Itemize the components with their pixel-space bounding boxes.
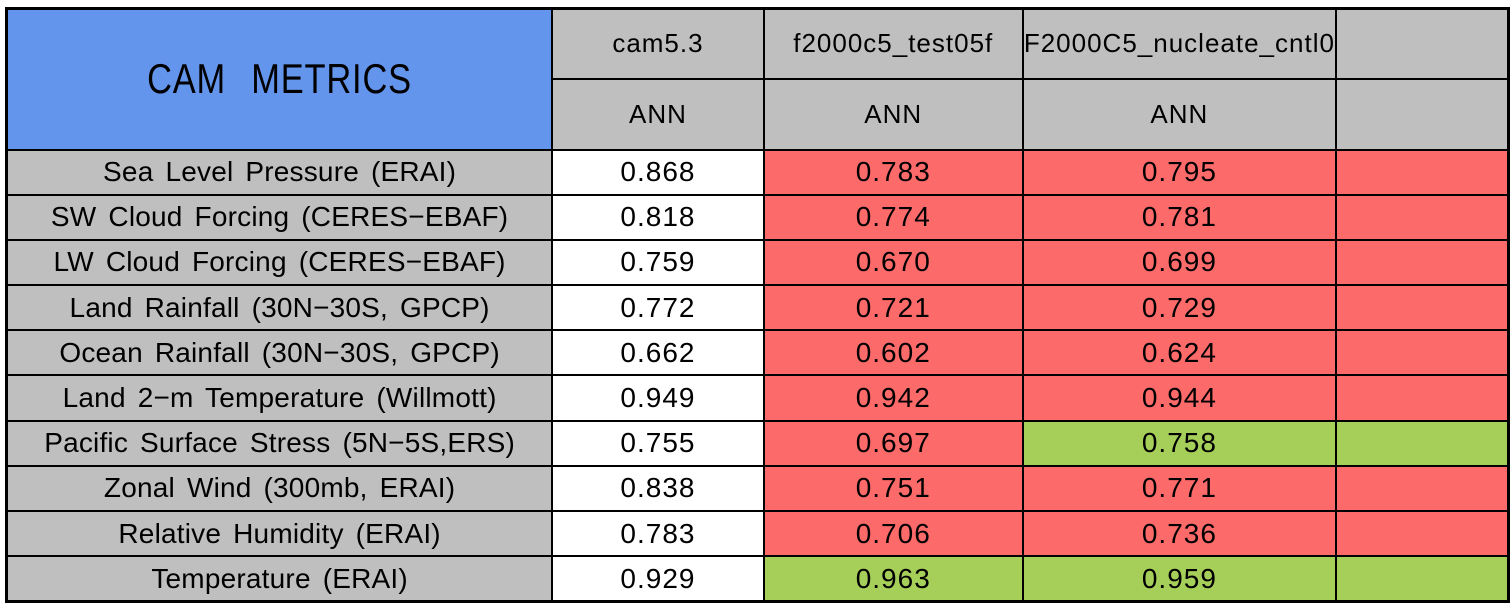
model-header-clipped xyxy=(1334,7,1510,80)
table-title: CAM METRICS xyxy=(147,55,413,103)
table-row: SW Cloud Forcing (CERES−EBAF) 0.818 0.77… xyxy=(5,193,1510,241)
value-cell: 0.758 xyxy=(1021,419,1337,467)
value-cell-clipped xyxy=(1334,329,1510,377)
season-header-cell: ANN xyxy=(1021,77,1337,151)
model-header-cam5-3: cam5.3 xyxy=(551,7,765,80)
value-cell: 0.963 xyxy=(762,555,1024,603)
value-cell: 0.755 xyxy=(551,419,765,467)
table-row: Land 2−m Temperature (Willmott) 0.949 0.… xyxy=(5,374,1510,422)
value-cell-clipped xyxy=(1334,555,1510,603)
value-cell: 0.783 xyxy=(762,148,1024,196)
metric-label-cell: LW Cloud Forcing (CERES−EBAF) xyxy=(5,238,554,287)
value-cell-clipped xyxy=(1334,238,1510,287)
value-cell-clipped xyxy=(1334,419,1510,467)
model-header-f2000c5-nucleate-cntl0: F2000C5_nucleate_cntl0 xyxy=(1021,7,1337,80)
value-cell: 0.795 xyxy=(1021,148,1337,196)
value-cell-clipped xyxy=(1334,148,1510,196)
value-cell: 0.602 xyxy=(762,329,1024,377)
value-cell: 0.771 xyxy=(1021,464,1337,513)
table-row: Sea Level Pressure (ERAI) 0.868 0.783 0.… xyxy=(5,148,1510,196)
metric-label-cell: Temperature (ERAI) xyxy=(5,555,554,603)
value-cell-clipped xyxy=(1334,193,1510,241)
table-row: Ocean Rainfall (30N−30S, GPCP) 0.662 0.6… xyxy=(5,329,1510,377)
table-row: Zonal Wind (300mb, ERAI) 0.838 0.751 0.7… xyxy=(5,464,1510,513)
table-title-cell: CAM METRICS xyxy=(5,7,554,151)
value-cell: 0.818 xyxy=(551,193,765,241)
value-cell: 0.699 xyxy=(1021,238,1337,287)
value-cell-clipped xyxy=(1334,509,1510,558)
metric-label-cell: Relative Humidity (ERAI) xyxy=(5,509,554,558)
metric-label-cell: Sea Level Pressure (ERAI) xyxy=(5,148,554,196)
table-row: Relative Humidity (ERAI) 0.783 0.706 0.7… xyxy=(5,509,1510,558)
season-header-cell: ANN xyxy=(762,77,1024,151)
value-cell: 0.949 xyxy=(551,374,765,422)
season-header-row: ANN ANN ANN xyxy=(7,77,1510,151)
value-cell: 0.706 xyxy=(762,509,1024,558)
value-cell: 0.774 xyxy=(762,193,1024,241)
metric-label-cell: Land 2−m Temperature (Willmott) xyxy=(5,374,554,422)
value-cell: 0.959 xyxy=(1021,555,1337,603)
value-cell: 0.751 xyxy=(762,464,1024,513)
value-cell: 0.838 xyxy=(551,464,765,513)
value-cell: 0.729 xyxy=(1021,284,1337,332)
season-header-cell: ANN xyxy=(551,77,765,151)
value-cell: 0.721 xyxy=(762,284,1024,332)
value-cell: 0.944 xyxy=(1021,374,1337,422)
metric-label-cell: Pacific Surface Stress (5N−5S,ERS) xyxy=(5,419,554,467)
value-cell: 0.697 xyxy=(762,419,1024,467)
value-cell: 0.670 xyxy=(762,238,1024,287)
metric-label-cell: Ocean Rainfall (30N−30S, GPCP) xyxy=(5,329,554,377)
metric-label-cell: Zonal Wind (300mb, ERAI) xyxy=(5,464,554,513)
value-cell: 0.781 xyxy=(1021,193,1337,241)
value-cell: 0.736 xyxy=(1021,509,1337,558)
table-row: Land Rainfall (30N−30S, GPCP) 0.772 0.72… xyxy=(5,284,1510,332)
value-cell-clipped xyxy=(1334,374,1510,422)
model-header-row: CAM METRICS cam5.3 f2000c5_test05f F2000… xyxy=(5,7,1510,151)
value-cell: 0.929 xyxy=(551,555,765,603)
value-cell: 0.772 xyxy=(551,284,765,332)
value-cell: 0.662 xyxy=(551,329,765,377)
table-row: Temperature (ERAI) 0.929 0.963 0.959 xyxy=(5,555,1510,603)
metric-label-cell: SW Cloud Forcing (CERES−EBAF) xyxy=(5,193,554,241)
value-cell-clipped xyxy=(1334,464,1510,513)
value-cell: 0.868 xyxy=(551,148,765,196)
value-cell: 0.624 xyxy=(1021,329,1337,377)
metrics-rows: Sea Level Pressure (ERAI) 0.868 0.783 0.… xyxy=(5,148,1510,603)
value-cell: 0.783 xyxy=(551,509,765,558)
value-cell: 0.942 xyxy=(762,374,1024,422)
value-cell-clipped xyxy=(1334,284,1510,332)
table-header: CAM METRICS cam5.3 f2000c5_test05f F2000… xyxy=(5,7,1510,151)
cam-metrics-table: CAM METRICS cam5.3 f2000c5_test05f F2000… xyxy=(5,7,1510,603)
value-cell: 0.759 xyxy=(551,238,765,287)
model-header-f2000c5-test05f: f2000c5_test05f xyxy=(762,7,1024,80)
season-header-cell-clipped xyxy=(1334,77,1510,151)
metric-label-cell: Land Rainfall (30N−30S, GPCP) xyxy=(5,284,554,332)
table-row: LW Cloud Forcing (CERES−EBAF) 0.759 0.67… xyxy=(5,238,1510,287)
table-row: Pacific Surface Stress (5N−5S,ERS) 0.755… xyxy=(5,419,1510,467)
